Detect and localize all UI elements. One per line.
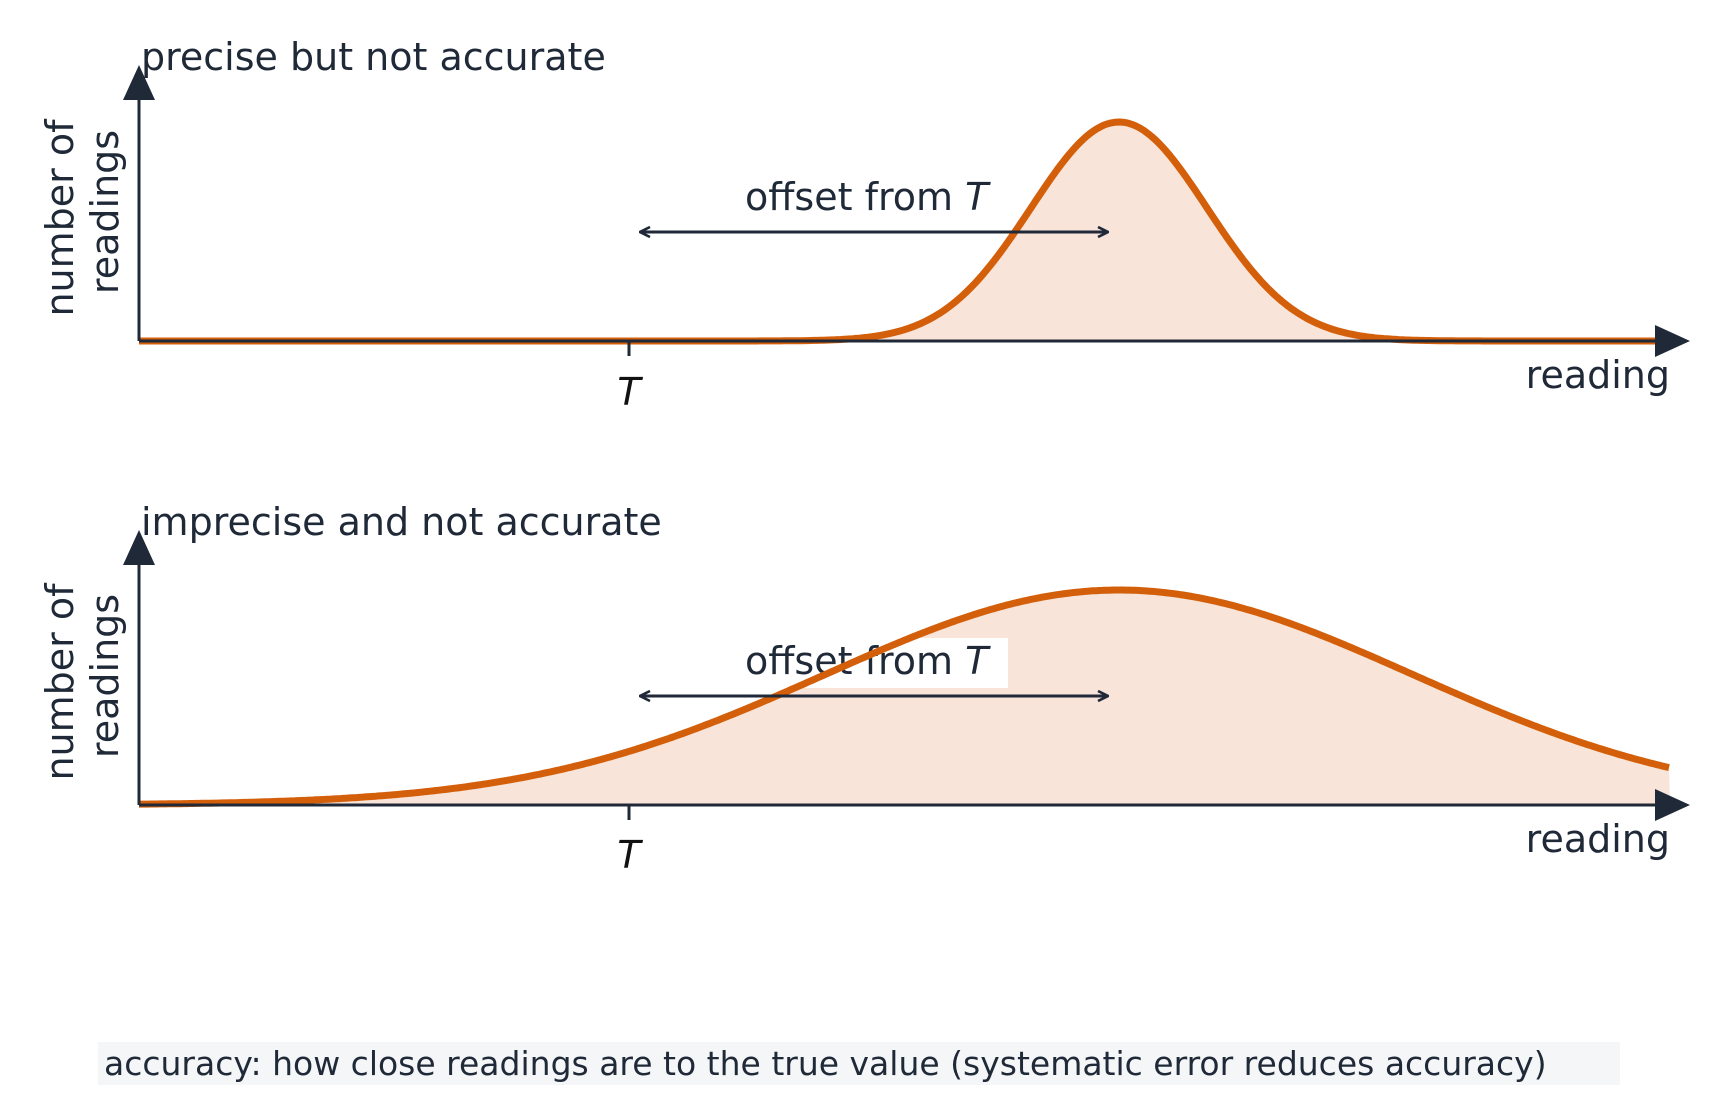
true-value-label: T bbox=[617, 833, 643, 877]
panel-precise: T precise but not accurate number of rea… bbox=[38, 35, 1690, 414]
caption: accuracy: how close readings are to the … bbox=[104, 1044, 1547, 1083]
x-axis-label: reading bbox=[1526, 817, 1670, 861]
distribution-curve bbox=[138, 586, 1670, 808]
y-axis-label: number of readings bbox=[38, 107, 127, 316]
panel-title: precise but not accurate bbox=[141, 35, 606, 79]
x-axis-label: reading bbox=[1526, 353, 1670, 397]
y-axis-label: number of readings bbox=[38, 571, 127, 780]
offset-annotation: offset from T bbox=[640, 175, 1108, 232]
panel-imprecise: offset from T T imprecise and not accura… bbox=[38, 500, 1690, 877]
x-axis-arrowhead bbox=[1655, 789, 1690, 821]
offset-label-background bbox=[738, 638, 1008, 688]
panel-title: imprecise and not accurate bbox=[141, 500, 662, 544]
caption-background bbox=[98, 1042, 1620, 1085]
y-axis-arrowhead bbox=[123, 65, 155, 100]
true-value-label: T bbox=[617, 370, 643, 414]
y-axis-arrowhead bbox=[123, 530, 155, 565]
offset-label: offset from T bbox=[745, 639, 991, 683]
offset-annotation: offset from T bbox=[738, 638, 1008, 688]
x-axis-arrowhead bbox=[1655, 325, 1690, 357]
offset-label: offset from T bbox=[745, 175, 991, 219]
